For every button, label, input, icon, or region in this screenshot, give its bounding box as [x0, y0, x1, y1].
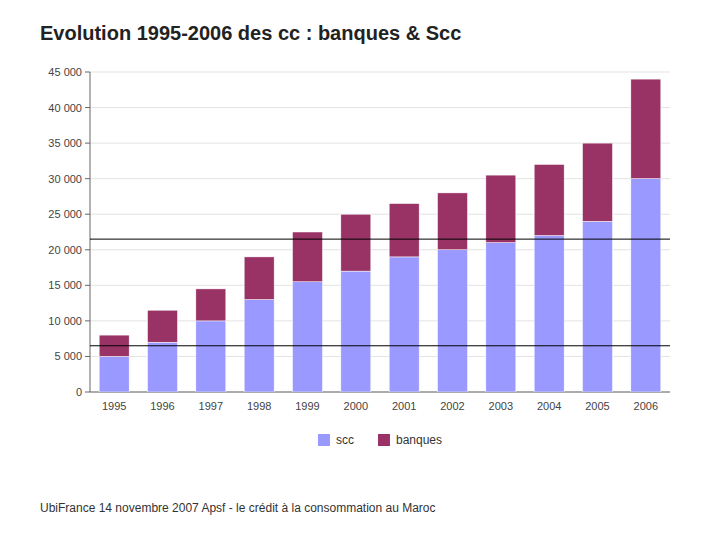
bar — [196, 289, 226, 321]
bar — [341, 271, 371, 392]
x-tick-label: 2005 — [585, 400, 609, 412]
x-tick-label: 2004 — [537, 400, 561, 412]
y-tick-label: 45 000 — [48, 66, 82, 78]
legend: scc banques — [318, 433, 442, 447]
y-tick-label: 0 — [76, 386, 82, 398]
bar — [583, 143, 613, 221]
bar — [583, 221, 613, 392]
reference-line — [90, 345, 670, 346]
y-tick-label: 35 000 — [48, 137, 82, 149]
y-tick — [85, 214, 90, 215]
y-tick — [85, 107, 90, 108]
y-tick — [85, 285, 90, 286]
bar — [196, 321, 226, 392]
x-tick-label: 1997 — [199, 400, 223, 412]
legend-swatch — [378, 434, 390, 446]
y-tick — [85, 178, 90, 179]
bar — [341, 214, 371, 271]
x-tick-label: 2000 — [344, 400, 368, 412]
y-tick-label: 30 000 — [48, 173, 82, 185]
grid — [90, 72, 670, 392]
y-tick-label: 5 000 — [54, 350, 82, 362]
legend-swatch — [318, 434, 330, 446]
x-tick-label: 2001 — [392, 400, 416, 412]
bar — [148, 342, 178, 392]
y-tick — [85, 143, 90, 144]
chart: Evolution 1995-2006 des cc : banques & S… — [0, 0, 720, 540]
bar — [148, 310, 178, 342]
bar — [486, 175, 516, 243]
grid-line — [90, 107, 670, 108]
y-tick-label: 40 000 — [48, 102, 82, 114]
axes: 0 5 000 10 000 15 000 20 000 25 000 30 000 35 0… — [48, 66, 670, 412]
y-tick-label: 25 000 — [48, 208, 82, 220]
x-tick-label: 1995 — [102, 400, 126, 412]
bar — [244, 257, 274, 300]
bar — [99, 356, 129, 392]
y-tick — [85, 392, 90, 393]
y-tick-label: 20 000 — [48, 244, 82, 256]
y-tick — [85, 249, 90, 250]
y-tick — [85, 356, 90, 357]
x-tick-label: 1998 — [247, 400, 271, 412]
grid-line — [90, 72, 670, 73]
x-tick-label: 2003 — [489, 400, 513, 412]
bar — [438, 250, 468, 392]
bar — [389, 257, 419, 392]
bar — [293, 282, 323, 392]
bar — [389, 204, 419, 257]
subtitle: UbiFrance 14 novembre 2007 Apsf - le cré… — [40, 501, 436, 515]
title: Evolution 1995-2006 des cc : banques & S… — [40, 22, 461, 44]
bar — [486, 243, 516, 392]
y-tick — [85, 320, 90, 321]
bars — [90, 79, 670, 392]
x-tick-label: 1999 — [295, 400, 319, 412]
x-tick-label: 2002 — [440, 400, 464, 412]
reference-line — [90, 239, 670, 240]
bar — [534, 164, 564, 235]
y-axis — [90, 72, 91, 392]
x-tick-label: 1996 — [150, 400, 174, 412]
bar — [631, 179, 661, 392]
x-tick-label: 2006 — [634, 400, 658, 412]
legend-label: scc — [336, 433, 354, 447]
y-tick — [85, 72, 90, 73]
y-tick-label: 10 000 — [48, 315, 82, 327]
legend-label: banques — [396, 433, 442, 447]
bar — [534, 236, 564, 392]
bar — [438, 193, 468, 250]
bar — [631, 79, 661, 179]
y-tick-label: 15 000 — [48, 279, 82, 291]
